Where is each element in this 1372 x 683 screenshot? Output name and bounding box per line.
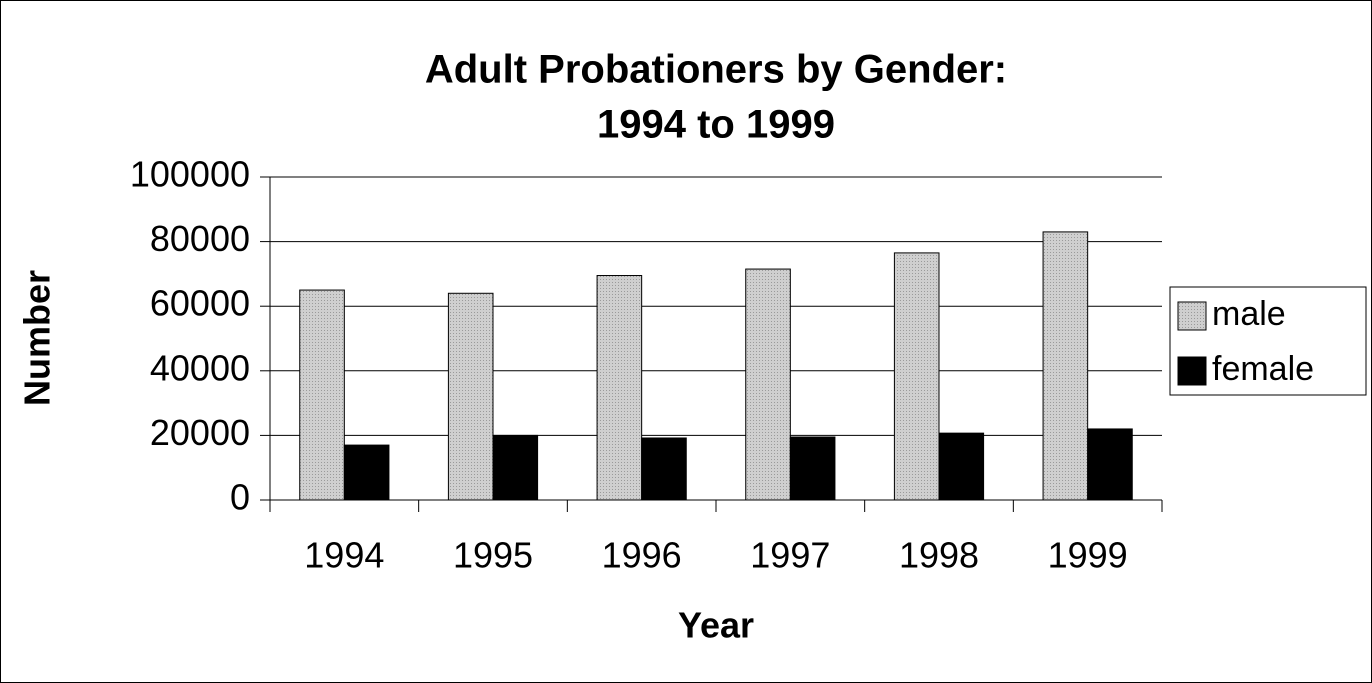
y-tick-label: 0 <box>230 477 250 518</box>
x-tick-label: 1997 <box>750 535 830 576</box>
chart-title: Adult Probationers by Gender: <box>425 48 1007 92</box>
legend-swatch <box>1177 301 1207 331</box>
bar <box>1042 231 1089 501</box>
y-axis-label: Number <box>17 270 58 406</box>
bar <box>745 268 791 501</box>
x-tick-label: 1999 <box>1048 535 1128 576</box>
bar <box>492 434 539 501</box>
x-tick-label: 1995 <box>453 535 533 576</box>
bar <box>893 252 940 501</box>
bar <box>299 289 345 501</box>
bar <box>938 432 985 501</box>
x-axis-label: Year <box>678 605 754 646</box>
x-tick-label: 1994 <box>304 535 384 576</box>
y-tick-label: 60000 <box>150 283 250 324</box>
bar <box>1087 428 1133 501</box>
bar <box>447 292 494 501</box>
bar <box>789 436 836 501</box>
bar <box>641 437 687 501</box>
x-tick-label: 1998 <box>899 535 979 576</box>
x-tick-label: 1996 <box>602 535 682 576</box>
legend-swatch <box>1177 356 1207 386</box>
y-tick-label: 20000 <box>150 412 250 453</box>
y-tick-label: 100000 <box>130 154 250 195</box>
y-tick-label: 80000 <box>150 218 250 259</box>
bar <box>343 444 390 501</box>
bar <box>596 275 643 501</box>
y-tick-label: 40000 <box>150 347 250 388</box>
legend-label: female <box>1212 350 1314 388</box>
legend-label: male <box>1212 295 1286 333</box>
chart-title: 1994 to 1999 <box>597 103 835 147</box>
